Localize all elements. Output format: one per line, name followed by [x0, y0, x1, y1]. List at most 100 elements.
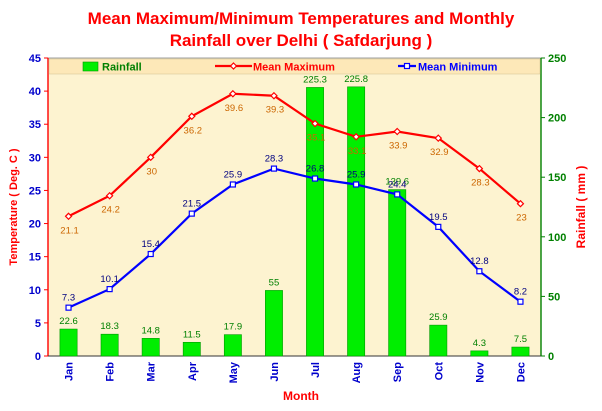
mean-minimum-data-label: 25.9 — [224, 169, 243, 180]
left-axis-tick-label: 30 — [29, 152, 41, 164]
mean-maximum-data-label: 24.2 — [101, 205, 120, 216]
mean-maximum-point — [311, 119, 319, 128]
mean-maximum-point — [187, 112, 196, 121]
rainfall-bar — [347, 86, 366, 357]
mean-minimum-data-label: 7.3 — [62, 293, 75, 304]
rainfall-data-label: 7.5 — [514, 334, 527, 345]
rainfall-data-label: 17.9 — [224, 322, 243, 333]
right-axis-title: Rainfall ( mm ) — [574, 166, 588, 249]
left-axis-tick-label: 45 — [29, 53, 41, 65]
rainfall-data-label: 18.3 — [100, 321, 119, 332]
rainfall-bar — [470, 350, 489, 357]
left-axis-tick-label: 10 — [29, 285, 41, 297]
x-tick-label: Dec — [515, 362, 527, 382]
rainfall-bar — [182, 341, 201, 357]
x-tick-label: Jan — [64, 362, 76, 381]
mean-minimum-data-label: 10.1 — [100, 274, 119, 285]
mean-maximum-data-label: 32.9 — [430, 147, 449, 158]
mean-maximum-data-label: 35.1 — [307, 133, 326, 144]
x-tick-label: Jun — [269, 362, 281, 382]
x-tick-label: Jul — [310, 362, 322, 378]
mean-minimum-data-label: 25.9 — [347, 169, 366, 180]
x-tick-label: Oct — [433, 362, 445, 381]
mean-maximum-data-label: 28.3 — [471, 178, 490, 189]
legend-mean-maximum-marker — [229, 62, 238, 70]
mean-minimum-point — [353, 181, 360, 188]
mean-maximum-point — [229, 89, 237, 98]
mean-maximum-point — [146, 153, 155, 162]
right-axis-tick-label: 0 — [548, 351, 554, 363]
x-tick-label: Apr — [187, 361, 199, 381]
mean-minimum-data-label: 19.5 — [429, 212, 448, 223]
mean-minimum-data-label: 26.8 — [306, 164, 325, 175]
rainfall-data-label: 22.6 — [59, 316, 78, 327]
mean-minimum-point — [394, 191, 401, 198]
rainfall-bar — [388, 189, 407, 357]
mean-minimum-data-label: 12.8 — [470, 256, 489, 267]
chart-title-line-1: Mean Maximum/Minimum Temperatures and Mo… — [87, 9, 515, 28]
rainfall-data-label: 25.9 — [429, 312, 448, 323]
mean-minimum-point — [229, 181, 236, 188]
rainfall-data-label: 14.8 — [141, 325, 160, 336]
mean-maximum-point — [270, 91, 278, 100]
rainfall-data-label: 55 — [269, 277, 280, 288]
mean-maximum-data-label: 21.1 — [60, 225, 79, 236]
rainfall-data-label: 4.3 — [473, 338, 486, 349]
mean-minimum-data-label: 24.4 — [388, 179, 407, 190]
mean-maximum-point — [105, 191, 114, 200]
mean-maximum-data-label: 36.2 — [184, 125, 203, 136]
mean-minimum-data-label: 28.3 — [265, 154, 284, 165]
rainfall-bar — [306, 87, 324, 357]
legend-mean-minimum-marker — [403, 62, 411, 70]
left-axis-tick-label: 0 — [35, 351, 41, 363]
legend-mean-minimum-label: Mean Minimum — [418, 62, 498, 74]
right-axis-tick-label: 200 — [548, 113, 566, 125]
rainfall-data-label: 225.3 — [303, 74, 327, 85]
right-axis-tick-label: 150 — [548, 172, 566, 184]
mean-minimum-point — [435, 223, 442, 230]
mean-maximum-data-label: 39.6 — [225, 103, 244, 114]
right-axis-tick-label: 250 — [548, 53, 566, 65]
x-tick-label: Sep — [392, 362, 404, 382]
x-tick-label: Aug — [351, 362, 363, 383]
rainfall-bar — [100, 333, 119, 357]
rainfall-bar — [141, 338, 160, 357]
x-axis-title: Month — [283, 389, 319, 403]
rainfall-data-label: 11.5 — [183, 329, 201, 340]
rainfall-bar — [511, 346, 530, 357]
mean-minimum-point — [147, 250, 154, 258]
mean-maximum-point — [516, 199, 525, 208]
mean-maximum-point — [393, 127, 402, 136]
left-axis-tick-label: 20 — [29, 219, 41, 231]
legend-rainfall-swatch — [82, 61, 99, 72]
mean-minimum-point — [311, 175, 319, 182]
mean-maximum-data-label: 30 — [146, 166, 157, 177]
rainfall-data-label: 225.8 — [344, 74, 368, 85]
right-axis-tick-label: 50 — [548, 291, 560, 303]
rainfall-data-label: 139.6 — [385, 177, 409, 188]
mean-maximum-data-label: 33.9 — [389, 141, 408, 152]
chart-title-line-2: Rainfall over Delhi ( Safdarjung ) — [169, 31, 433, 50]
mean-maximum-point — [434, 134, 443, 142]
plot-area — [47, 57, 542, 357]
mean-maximum-data-label: 23 — [516, 213, 527, 224]
legend-rainfall-label: Rainfall — [102, 62, 142, 74]
rainfall-bar — [265, 290, 283, 357]
x-tick-label: Nov — [474, 361, 486, 383]
mean-maximum-point — [64, 212, 73, 221]
mean-minimum-point — [106, 286, 113, 293]
mean-minimum-point — [517, 298, 524, 305]
mean-minimum-point — [270, 165, 278, 172]
rainfall-bar — [223, 334, 242, 357]
legend-box — [48, 58, 541, 75]
mean-minimum-point — [188, 210, 195, 217]
mean-minimum-point — [65, 304, 72, 311]
rainfall-bar — [429, 324, 448, 357]
rainfall-bar — [59, 328, 78, 357]
x-tick-label: Feb — [105, 362, 117, 382]
left-axis-tick-label: 5 — [35, 318, 41, 330]
mean-minimum-data-label: 21.5 — [183, 199, 202, 210]
x-tick-label: May — [228, 361, 240, 383]
